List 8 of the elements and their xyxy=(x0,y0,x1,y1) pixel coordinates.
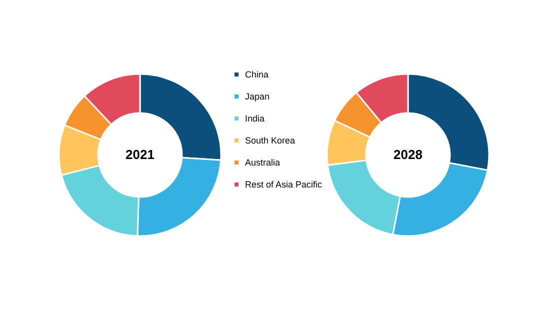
text: 2021 xyxy=(126,147,154,162)
legend-label: Australia xyxy=(245,158,280,168)
text: 2028 xyxy=(394,147,422,162)
legend-label: Rest of Asia Pacific xyxy=(245,180,323,190)
legend-label: China xyxy=(245,70,269,80)
legend-label: India xyxy=(245,114,265,124)
legend-label: South Korea xyxy=(245,136,296,146)
legend-label: Japan xyxy=(245,92,270,102)
